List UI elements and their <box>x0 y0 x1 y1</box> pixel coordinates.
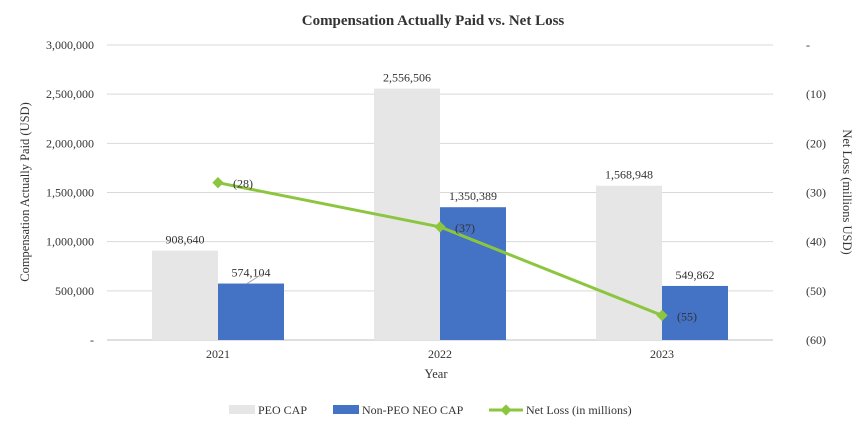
y2-tick-label: (30) <box>806 186 826 200</box>
y2-axis-ticks: - (10) (20) (30) (40) (50) (60) <box>806 38 826 347</box>
y2-axis-label: Net Loss (millions USD) <box>840 129 854 254</box>
bar-data-label: 908,640 <box>166 233 205 247</box>
legend-marker <box>500 404 512 416</box>
y-tick-label: 500,000 <box>55 284 94 298</box>
bar-non-peo-neo-cap <box>218 283 284 340</box>
net-loss-data-label: (55) <box>677 309 697 323</box>
bar-data-label: 1,350,389 <box>449 189 497 203</box>
bar-non-peo-neo-cap <box>662 285 728 340</box>
legend-swatch <box>333 405 359 414</box>
legend-label: Non-PEO NEO CAP <box>362 403 464 417</box>
x-tick-label: 2021 <box>206 347 230 361</box>
y2-tick-label: - <box>806 38 810 52</box>
legend-label: PEO CAP <box>258 403 307 417</box>
bar-peo-cap <box>596 185 662 340</box>
net-loss-marker <box>212 177 224 189</box>
leader-line <box>246 273 264 284</box>
y2-tick-label: (50) <box>806 284 826 298</box>
y-tick-label: - <box>90 333 94 347</box>
bar-data-label: 549,862 <box>676 268 715 282</box>
y-tick-label: 1,500,000 <box>46 186 94 200</box>
y2-tick-label: (10) <box>806 87 826 101</box>
data-labels: 908,640 2,556,506 1,568,948 574,104 1,350,38… <box>166 71 715 324</box>
net-loss-marker <box>656 309 668 322</box>
net-loss-data-label: (37) <box>455 221 475 235</box>
legend: PEO CAP Non-PEO NEO CAP Net Loss (in milli… <box>229 403 632 417</box>
bar-data-label: 574,104 <box>232 266 271 280</box>
bars <box>152 88 728 340</box>
y-axis-ticks: - 500,000 1,000,000 1,500,000 2,000,000 2,500… <box>46 38 94 347</box>
chart-title: Compensation Actually Paid vs. Net Loss <box>302 13 565 29</box>
x-axis-label: Year <box>424 367 448 381</box>
net-loss-data-label: (28) <box>233 177 253 191</box>
x-tick-label: 2023 <box>650 347 674 361</box>
y-tick-label: 1,000,000 <box>46 235 94 249</box>
bar-non-peo-neo-cap <box>440 207 506 340</box>
y2-tick-label: (60) <box>806 333 826 347</box>
y-tick-label: 2,500,000 <box>46 87 94 101</box>
legend-swatch <box>229 405 255 414</box>
bar-data-label: 1,568,948 <box>605 168 653 182</box>
net-loss-line <box>212 177 668 322</box>
y-axis-label: Compensation Actually Paid (USD) <box>18 102 32 282</box>
bar-peo-cap <box>374 88 440 340</box>
net-loss-marker <box>434 221 446 233</box>
y-tick-label: 2,000,000 <box>46 136 94 150</box>
x-axis-ticks: 2021 2022 2023 <box>206 347 674 361</box>
x-tick-label: 2022 <box>428 347 452 361</box>
y2-tick-label: (20) <box>806 136 826 150</box>
bar-data-label: 2,556,506 <box>383 71 431 85</box>
y-tick-label: 3,000,000 <box>46 38 94 52</box>
legend-label: Net Loss (in millions) <box>526 403 632 417</box>
y2-tick-label: (40) <box>806 235 826 249</box>
bar-peo-cap <box>152 250 218 340</box>
